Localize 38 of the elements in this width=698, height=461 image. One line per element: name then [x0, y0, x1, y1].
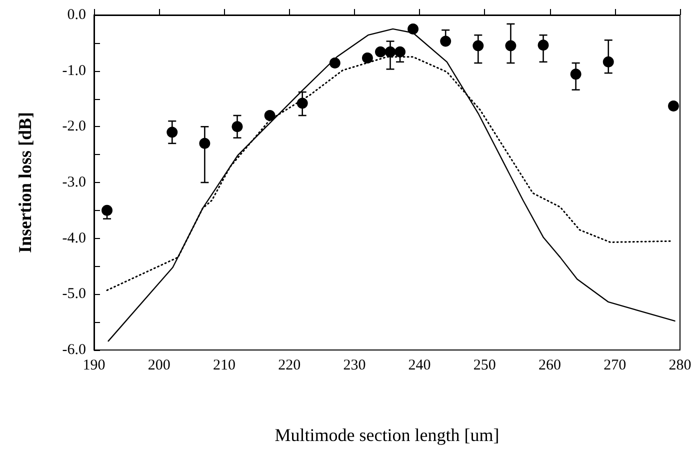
x-tick-label: 250 — [473, 358, 496, 374]
point — [668, 100, 679, 112]
y-tick-label: -1.0 — [62, 62, 86, 79]
x-tick-label: 200 — [148, 358, 170, 374]
x-tick-label: 260 — [538, 358, 562, 374]
point — [440, 36, 452, 47]
point — [296, 98, 308, 109]
point — [538, 40, 549, 51]
y-tick-label: -4.0 — [62, 230, 86, 246]
point — [570, 68, 582, 80]
point — [362, 52, 373, 64]
point — [602, 56, 614, 68]
point — [264, 110, 276, 121]
point — [102, 204, 113, 216]
x-axis-title: Multimode section length [um] — [274, 425, 500, 445]
point — [199, 138, 210, 149]
point — [375, 46, 386, 58]
x-tick-label: 220 — [278, 358, 301, 374]
x-tick-label: 270 — [604, 358, 626, 374]
x-tick-label: 230 — [343, 358, 366, 374]
point — [329, 58, 340, 69]
x-tick-label: 240 — [408, 358, 431, 374]
x-tick-label: 280 — [668, 358, 692, 374]
y-tick-label: 0.0 — [67, 7, 86, 23]
y-tick-label: -2.0 — [62, 118, 86, 135]
y-tick-label: -3.0 — [62, 174, 86, 190]
point — [505, 40, 516, 52]
point — [384, 46, 396, 58]
y-tick-label: -6.0 — [62, 342, 86, 358]
point — [394, 46, 406, 58]
x-tick-label: 210 — [212, 358, 236, 374]
point — [166, 126, 178, 138]
point — [472, 40, 484, 52]
point — [408, 23, 419, 34]
point — [232, 121, 243, 132]
x-tick-label: 190 — [82, 358, 106, 374]
y-tick-label: -5.0 — [62, 286, 86, 302]
y-axis-title: Insertion loss [dB] — [15, 112, 35, 254]
